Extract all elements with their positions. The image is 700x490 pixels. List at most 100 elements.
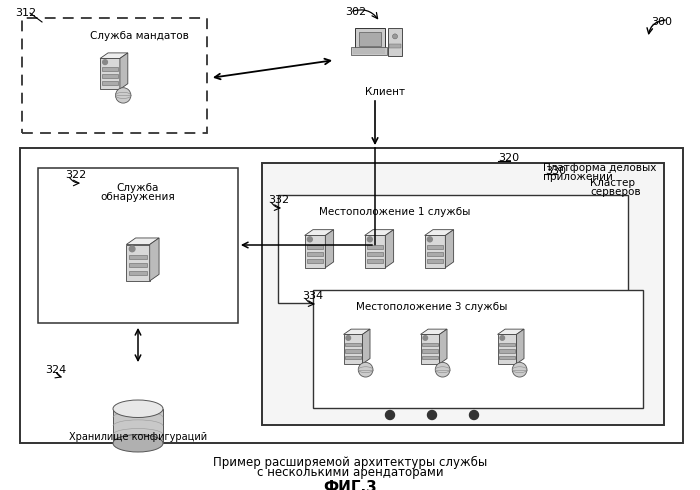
Bar (422, 343, 438, 346)
Text: с несколькими арендаторами: с несколькими арендаторами (257, 466, 443, 479)
Polygon shape (365, 230, 393, 236)
Text: Хранилище конфигураций: Хранилище конфигураций (69, 432, 207, 442)
Text: приложений: приложений (543, 172, 613, 182)
Bar (388, 28, 402, 56)
Bar (358, 32, 382, 46)
Bar (126, 245, 150, 281)
Bar (313, 290, 643, 408)
Bar (422, 349, 438, 353)
Ellipse shape (113, 435, 163, 452)
Bar (113, 409, 163, 443)
Circle shape (423, 336, 428, 340)
Text: 332: 332 (268, 195, 289, 205)
Text: Пример расширяемой архитектуры службы: Пример расширяемой архитектуры службы (213, 456, 487, 469)
Bar (38, 168, 238, 323)
Bar (422, 356, 438, 359)
Polygon shape (150, 238, 159, 281)
Polygon shape (304, 230, 334, 236)
Bar (367, 259, 384, 263)
Text: Платформа деловых: Платформа деловых (543, 163, 657, 173)
Text: Местоположение 1 службы: Местоположение 1 службы (319, 207, 470, 217)
Bar (499, 349, 514, 353)
Circle shape (130, 246, 135, 252)
Polygon shape (344, 329, 370, 334)
Bar (307, 252, 323, 256)
Bar (102, 81, 118, 85)
Bar (102, 74, 118, 78)
Text: Местоположение 3 службы: Местоположение 3 службы (356, 302, 508, 312)
Polygon shape (326, 230, 334, 268)
Polygon shape (100, 53, 128, 58)
Text: 322: 322 (65, 170, 86, 180)
Circle shape (393, 34, 398, 39)
Circle shape (368, 237, 372, 242)
Bar (498, 334, 517, 364)
Bar (351, 47, 387, 55)
Circle shape (427, 237, 433, 242)
Bar (365, 50, 375, 53)
Text: ФИГ.3: ФИГ.3 (323, 480, 377, 490)
Bar (307, 245, 323, 248)
Circle shape (500, 336, 505, 340)
Bar (129, 255, 148, 259)
Polygon shape (498, 329, 524, 334)
Bar (367, 245, 384, 248)
Bar (365, 236, 385, 268)
Bar (421, 334, 440, 364)
Circle shape (307, 237, 312, 242)
Polygon shape (445, 230, 454, 268)
Polygon shape (440, 329, 447, 364)
Bar (427, 259, 443, 263)
Bar (102, 67, 118, 71)
Bar (304, 236, 326, 268)
Bar (129, 271, 148, 275)
Text: 324: 324 (45, 365, 66, 375)
Bar (345, 343, 361, 346)
Polygon shape (126, 238, 159, 245)
Bar (499, 343, 514, 346)
Bar (344, 334, 363, 364)
Bar (355, 28, 385, 50)
Bar (389, 44, 400, 48)
Ellipse shape (113, 400, 163, 417)
Polygon shape (385, 230, 393, 268)
Circle shape (116, 88, 131, 103)
Bar (345, 349, 361, 353)
Bar (307, 259, 323, 263)
Circle shape (512, 362, 527, 377)
Circle shape (435, 362, 450, 377)
Text: серверов: серверов (590, 187, 641, 197)
Circle shape (358, 362, 373, 377)
Bar (262, 163, 664, 425)
Polygon shape (421, 329, 447, 334)
Polygon shape (120, 53, 128, 89)
Polygon shape (363, 329, 370, 364)
Text: Клиент: Клиент (365, 87, 405, 97)
Circle shape (428, 411, 437, 419)
Bar (499, 356, 514, 359)
Polygon shape (425, 230, 454, 236)
Text: Кластер: Кластер (590, 178, 635, 188)
Text: обнаружения: обнаружения (101, 192, 176, 202)
Text: 320: 320 (498, 153, 519, 163)
Text: 330: 330 (545, 166, 566, 176)
Circle shape (346, 336, 351, 340)
Text: Служба мандатов: Служба мандатов (90, 31, 189, 41)
Bar (345, 356, 361, 359)
Circle shape (386, 411, 395, 419)
Bar (100, 58, 120, 89)
Bar (427, 245, 443, 248)
Text: 302: 302 (345, 7, 366, 17)
Text: 334: 334 (302, 291, 323, 301)
Bar (427, 252, 443, 256)
Polygon shape (517, 329, 524, 364)
Circle shape (470, 411, 479, 419)
Bar (20, 148, 683, 443)
Bar (22, 18, 207, 133)
Text: Служба: Служба (117, 183, 159, 193)
Text: 300: 300 (651, 17, 672, 27)
Bar (425, 236, 445, 268)
Text: 312: 312 (15, 8, 36, 18)
Bar (367, 252, 384, 256)
Bar (129, 263, 148, 268)
